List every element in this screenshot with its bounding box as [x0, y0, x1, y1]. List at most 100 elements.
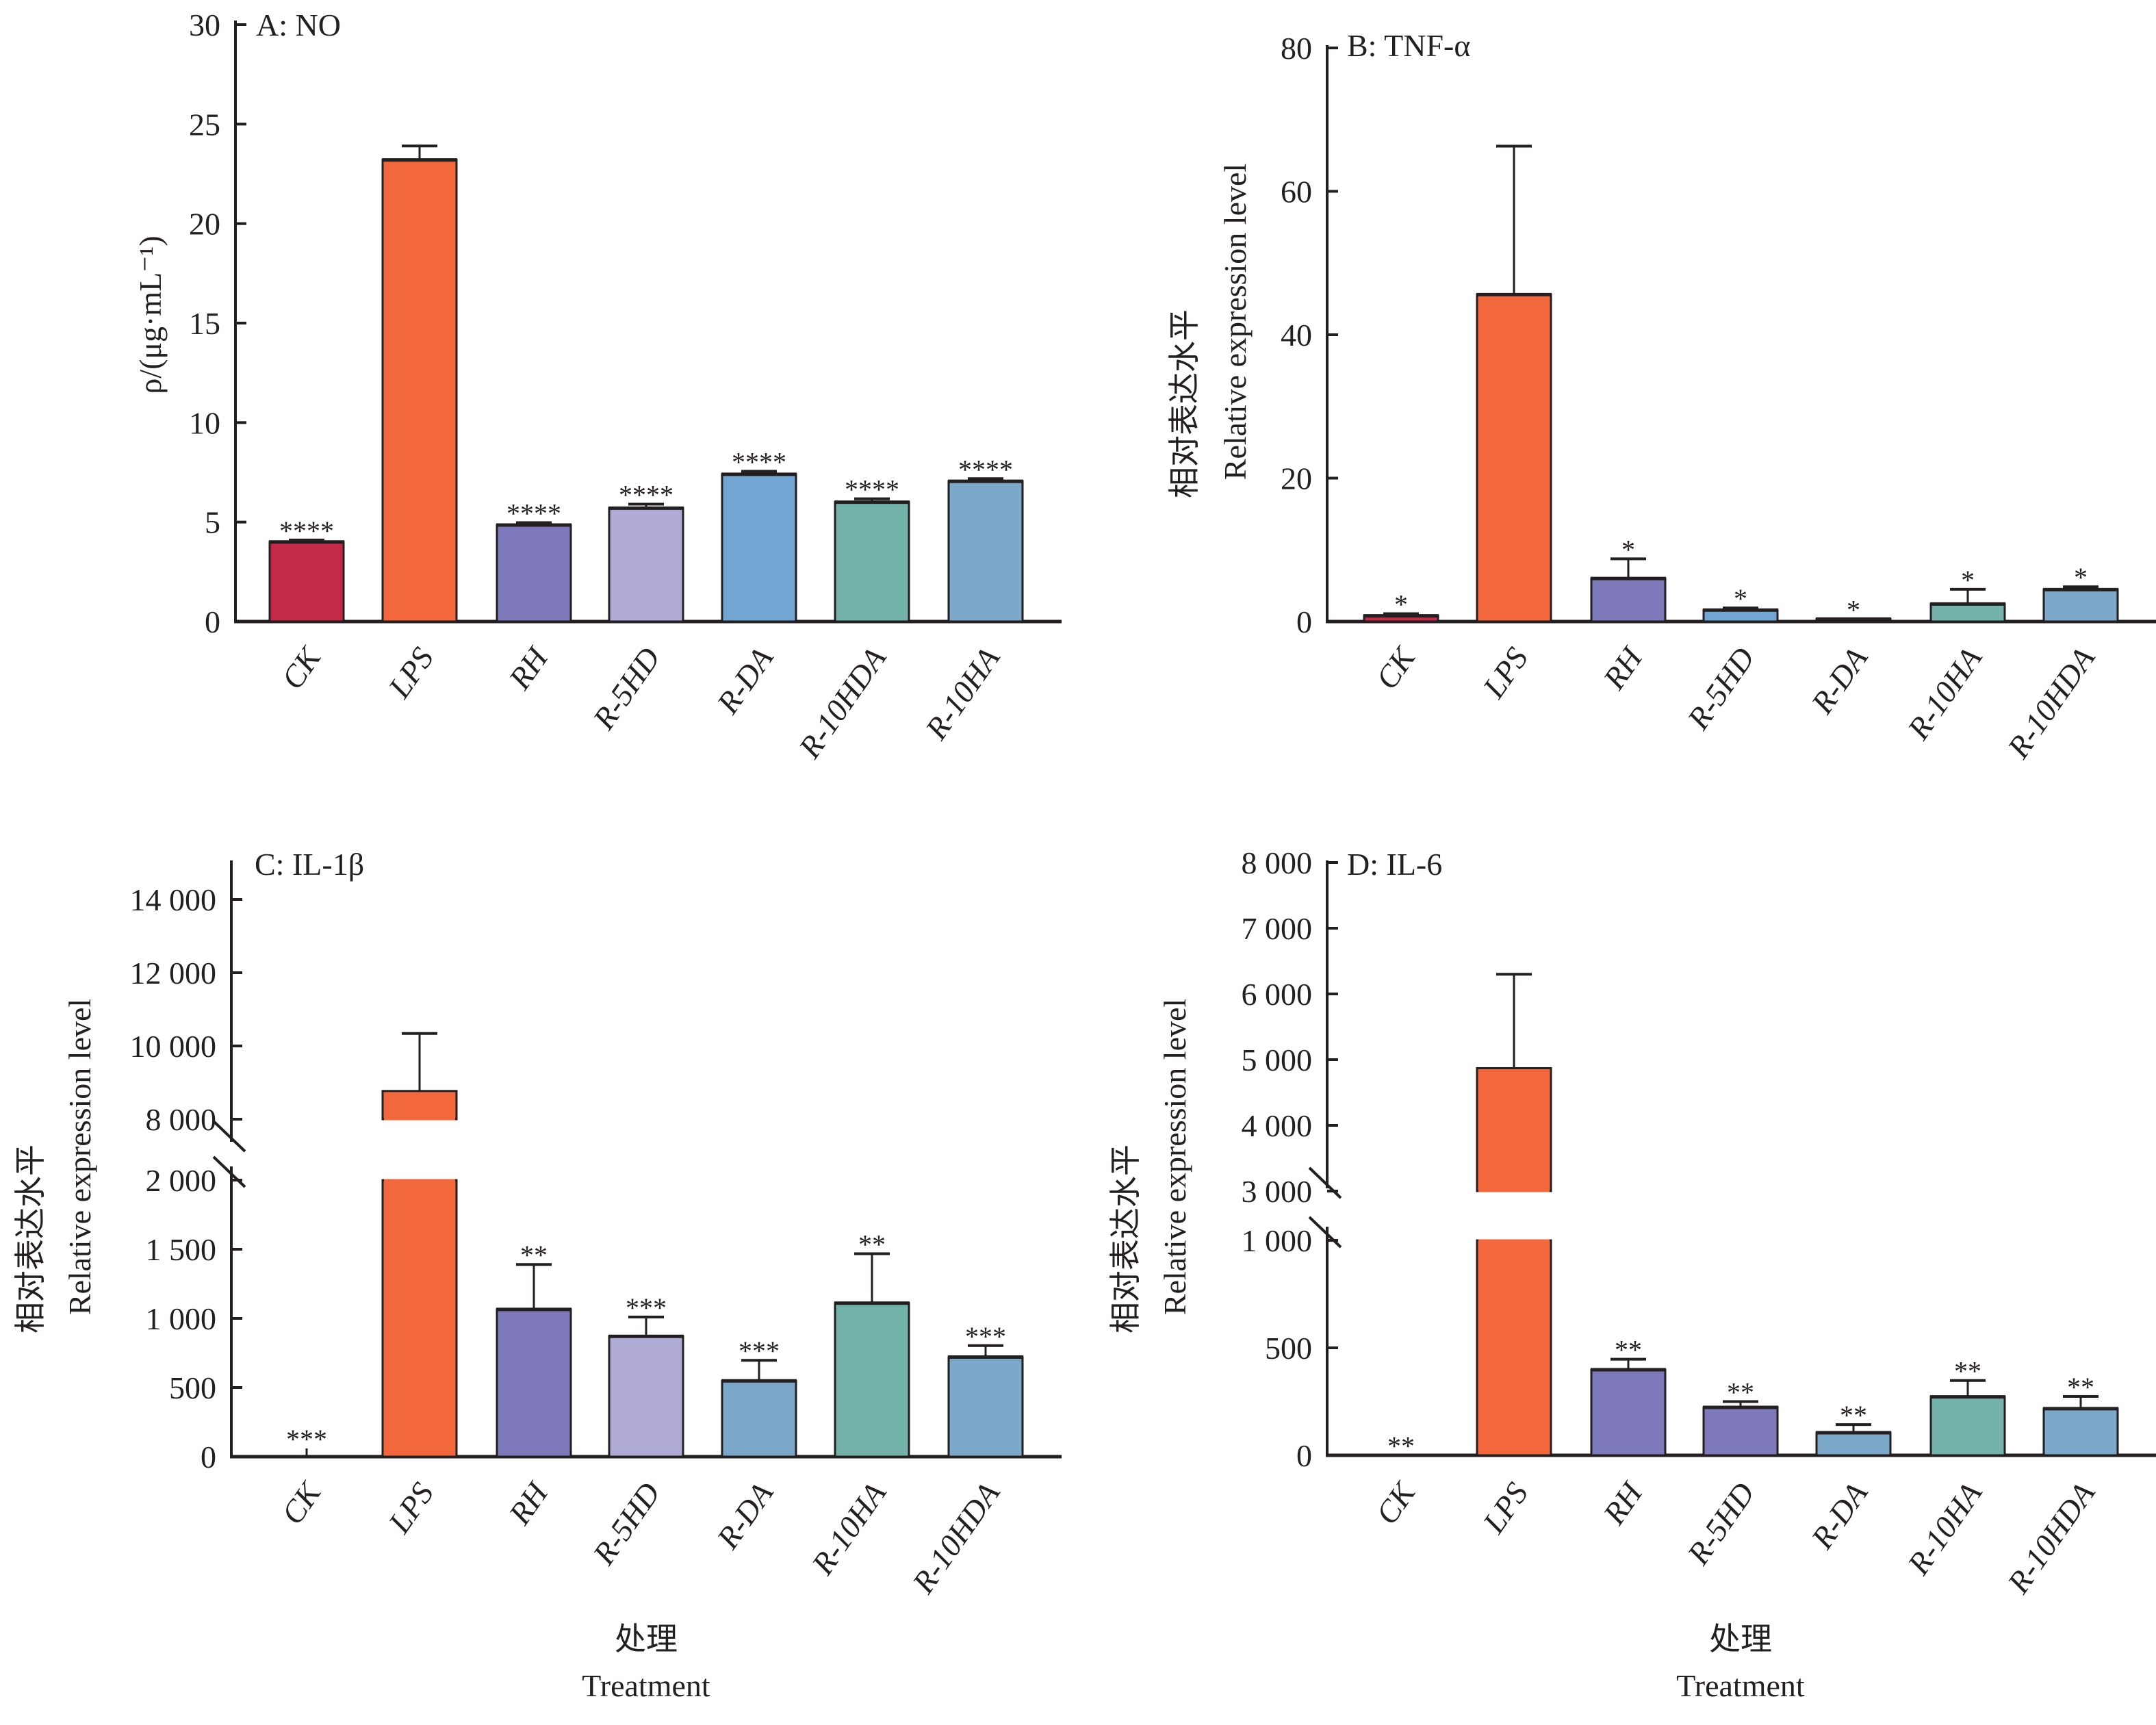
y-axis-label: Relative expression level [62, 999, 97, 1315]
y-tick-label: 1 500 [146, 1232, 217, 1267]
significance-marker: ** [1954, 1356, 1981, 1387]
panel-d-il-6: 0 500 1 000 3 000 4 000 5 000 6 000 7 000 8 000 D… [1108, 845, 2156, 1703]
y-tick-label: 0 [1296, 1438, 1312, 1473]
y-tick-label: 10 000 [130, 1029, 217, 1064]
y-axis-label: ρ/(μg·mL⁻¹) [133, 235, 168, 394]
y-tick-label: 14 000 [130, 882, 217, 917]
x-tick-label: RH [502, 1474, 556, 1531]
bar [1929, 1396, 2006, 1457]
significance-marker: ** [1387, 1431, 1415, 1461]
y-axis-label: Relative expression level [1157, 999, 1192, 1315]
y-tick-label: 0 [1296, 604, 1312, 639]
x-tick-label: LPS [1476, 1476, 1535, 1539]
bar [1476, 293, 1552, 623]
bar-lower-segment [1476, 1239, 1552, 1457]
y-tick-label: 3 000 [1242, 1174, 1313, 1209]
y-axis-label-cn: 相对表达水平 [13, 1145, 48, 1333]
y-tick-label: 20 [1281, 461, 1312, 496]
x-tick-label: R-5HD [1680, 641, 1762, 736]
significance-marker: *** [739, 1336, 780, 1366]
x-tick-label: CK [1369, 640, 1422, 695]
x-axis-title-cn: 处理 [615, 1622, 678, 1657]
significance-marker: **** [845, 474, 899, 505]
x-tick-label: LPS [381, 641, 440, 704]
x-axis-title: Treatment [1676, 1668, 1805, 1703]
bar-upper-segment [381, 1090, 458, 1121]
significance-marker: **** [732, 447, 786, 478]
x-tick-label: R-10HDA [2000, 641, 2101, 765]
significance-marker: ** [2067, 1372, 2094, 1403]
bar [496, 524, 572, 623]
bar [834, 1302, 910, 1458]
x-tick-label: R-10HA [1900, 641, 1988, 746]
x-tick-label: R-10HDA [2000, 1476, 2101, 1600]
significance-marker: ** [1727, 1377, 1754, 1408]
x-tick-label: R-10HDA [791, 641, 893, 765]
x-axis-title-cn: 处理 [1709, 1622, 1772, 1657]
y-tick-label: 8 000 [1242, 845, 1313, 880]
y-tick-label: 80 [1281, 31, 1312, 66]
bar [721, 1379, 797, 1458]
y-tick-label: 7 000 [1242, 911, 1313, 946]
bar-upper-segment [1476, 1066, 1552, 1192]
y-tick-label: 1 000 [146, 1301, 217, 1336]
bar [1590, 1368, 1667, 1457]
bar [2042, 1407, 2119, 1457]
y-tick-label: 1 000 [1242, 1223, 1313, 1258]
y-tick-label: 4 000 [1242, 1108, 1313, 1143]
panel-a-no: 0 5 10 15 20 25 30 A: NO ρ/(μg·mL⁻¹) **** CK LPS ***… [133, 8, 1062, 765]
bar [1590, 577, 1667, 623]
significance-marker: ** [1840, 1400, 1867, 1431]
x-tick-label: R-DA [710, 641, 780, 721]
x-tick-label: R-10HA [918, 641, 1006, 746]
panel-title: B: TNF-α [1347, 28, 1470, 63]
y-tick-label: 5 000 [1242, 1043, 1313, 1077]
bar [1702, 1406, 1779, 1457]
significance-marker: * [1847, 594, 1860, 625]
panel-b-tnf-alpha: 0 20 40 60 80 B: TNF-α 相对表达水平 Relative expressi… [1167, 28, 2156, 765]
y-tick-label: 60 [1281, 175, 1312, 209]
panel-title: A: NO [256, 8, 341, 42]
significance-marker: *** [965, 1321, 1006, 1352]
significance-marker: *** [626, 1292, 667, 1323]
significance-marker: * [1621, 534, 1635, 565]
y-tick-label: 500 [169, 1370, 216, 1405]
y-tick-label: 25 [189, 107, 220, 142]
x-tick-label: R-10HA [804, 1476, 893, 1581]
x-axis-title: Treatment [582, 1668, 710, 1703]
bar [608, 1335, 684, 1458]
y-tick-label: 0 [201, 1440, 216, 1474]
bar [947, 1356, 1024, 1458]
bar [721, 473, 797, 623]
bar [381, 159, 458, 623]
significance-marker: *** [286, 1424, 327, 1455]
bar [496, 1308, 572, 1458]
significance-marker: * [1961, 565, 1975, 596]
y-tick-label: 500 [1265, 1331, 1312, 1366]
significance-marker: * [2074, 562, 2088, 593]
y-tick-label: 6 000 [1242, 977, 1313, 1012]
bar [834, 501, 910, 623]
significance-marker: * [1734, 583, 1747, 614]
x-tick-label: CK [274, 1475, 328, 1531]
x-tick-label: CK [1369, 1475, 1422, 1531]
axis-break-mark [1308, 1216, 1342, 1249]
axis-break-mark [212, 1155, 246, 1188]
x-tick-label: R-10HA [1900, 1476, 1988, 1581]
y-axis-label-cn: 相对表达水平 [1108, 1145, 1143, 1333]
x-tick-label: R-5HD [586, 641, 667, 736]
x-tick-label: R-DA [1804, 1476, 1875, 1556]
y-tick-label: 2 000 [146, 1163, 217, 1198]
panel-c-il-1beta: 0 500 1 000 1 500 2 000 8 000 10 000 12 000 14 0… [13, 847, 1062, 1703]
bar [268, 541, 345, 623]
bar-lower-segment [381, 1179, 458, 1458]
y-tick-label: 0 [205, 604, 220, 639]
y-axis-label-cn: 相对表达水平 [1167, 309, 1202, 498]
y-tick-label: 30 [189, 8, 220, 42]
bar [947, 480, 1024, 623]
x-tick-label: R-DA [710, 1476, 780, 1556]
x-tick-label: R-10HDA [905, 1476, 1006, 1600]
significance-marker: ** [1615, 1335, 1642, 1366]
panel-title: C: IL-1β [255, 847, 364, 882]
x-tick-label: RH [1596, 639, 1650, 696]
